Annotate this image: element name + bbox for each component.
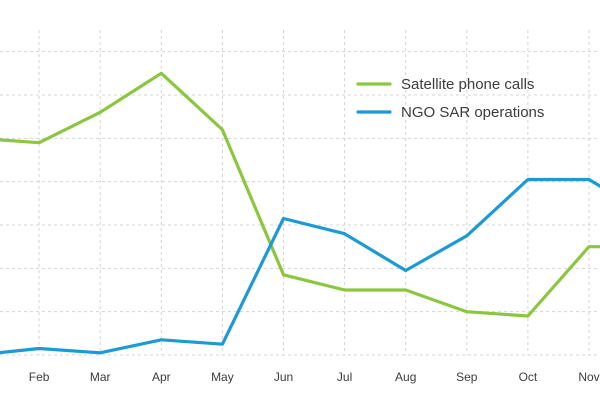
- series-layer: [0, 71, 600, 355]
- legend: Satellite phone calls NGO SAR operations: [356, 76, 544, 121]
- x-tick-label: Jun: [274, 370, 293, 384]
- series-line-satellite-phone-calls: [0, 71, 600, 318]
- x-tick-label: Aug: [395, 370, 416, 384]
- x-tick-label: Oct: [519, 370, 538, 384]
- x-tick-label: Mar: [90, 370, 111, 384]
- x-tick-label: Feb: [29, 370, 50, 384]
- x-tick-label: May: [211, 370, 234, 384]
- x-tick-label: Apr: [152, 370, 171, 384]
- legend-label: NGO SAR operations: [401, 104, 544, 121]
- legend-label: Satellite phone calls: [401, 76, 534, 93]
- series-line-ngo-sar-operations: [0, 177, 600, 355]
- x-axis: Feb Mar Apr May Jun Jul Aug Sep Oct Nov: [29, 370, 600, 384]
- x-tick-label: Jul: [337, 370, 352, 384]
- x-tick-label: Nov: [578, 370, 599, 384]
- grid: [0, 30, 600, 356]
- x-tick-label: Sep: [456, 370, 478, 384]
